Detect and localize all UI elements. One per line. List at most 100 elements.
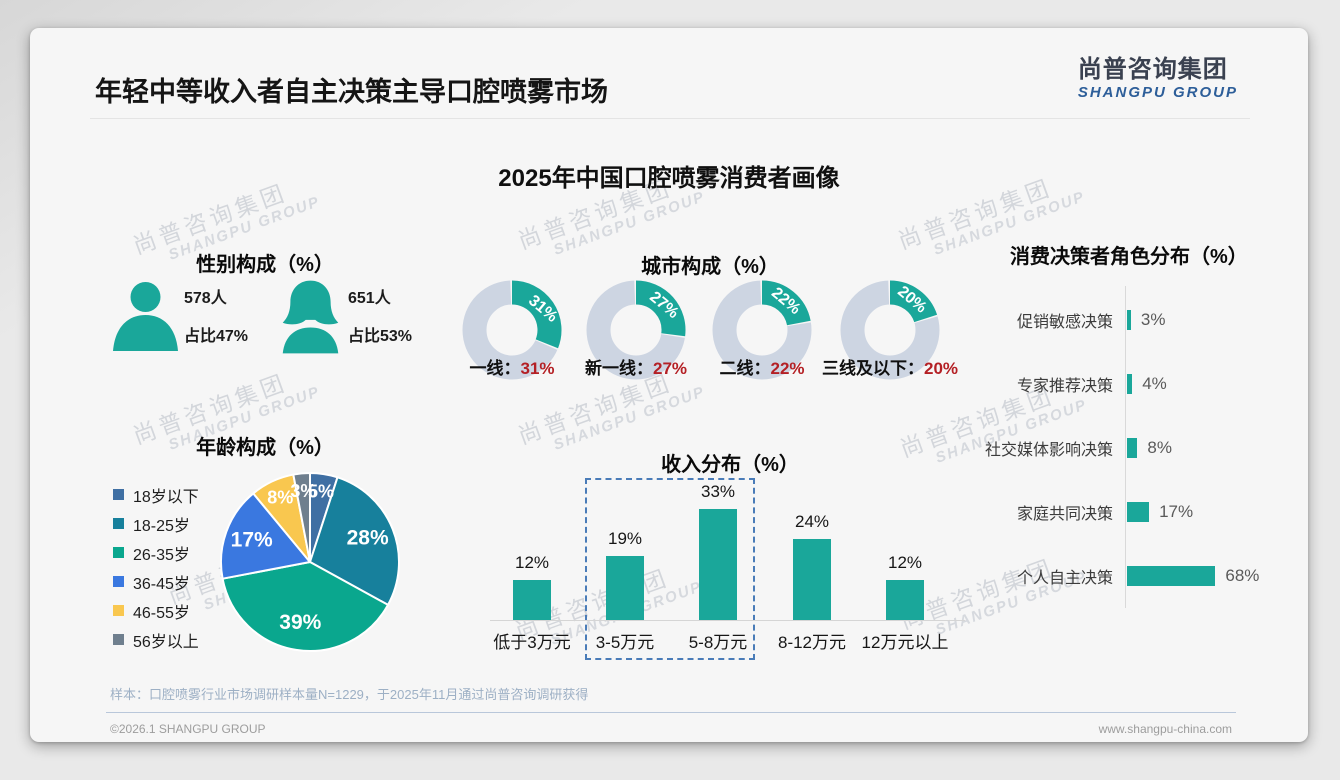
age-legend-item: 46-55岁 <box>113 596 199 625</box>
female-icon <box>277 278 344 354</box>
legend-swatch <box>113 605 124 616</box>
decision-bar-chart: 促销敏感决策 3% 专家推荐决策 4% 社交媒体影响决策 8% 家庭共同决策 17% 个人自主决… <box>890 286 1308 608</box>
age-pie-label: 17% <box>231 529 273 552</box>
income-axis-line <box>490 620 965 621</box>
city-donut: 20% 三线及以下：20% <box>820 280 960 380</box>
male-share: 占比47% <box>184 328 249 345</box>
income-bar-chart: 12% 低于3万元 19% 3-5万元 33% 5-8万元 24% 8-12万元 12% 12万元… <box>460 468 1000 703</box>
decision-value: 4% <box>1142 374 1167 393</box>
female-share: 占比53% <box>348 328 413 345</box>
income-bar <box>606 556 644 620</box>
decision-value: 68% <box>1225 566 1260 585</box>
decision-rows: 促销敏感决策 3% 专家推荐决策 4% 社交媒体影响决策 8% 家庭共同决策 17% 个人自主决… <box>890 288 1308 608</box>
brand-logo-cn: 尚普咨询集团 <box>1077 56 1228 83</box>
age-legend-item: 56岁以上 <box>113 625 199 654</box>
city-donut-label: 新一线：27% <box>584 359 688 378</box>
decision-label: 促销敏感决策 <box>1016 314 1113 331</box>
brand-logo: 尚普咨询集团 SHANGPU GROUP <box>1078 56 1238 101</box>
male-icon <box>108 281 183 351</box>
decision-row: 社交媒体影响决策 8% <box>890 416 1308 480</box>
age-pie-label: 39% <box>279 611 321 634</box>
income-bar <box>699 509 737 620</box>
legend-swatch <box>113 489 124 500</box>
income-category-label: 5-8万元 <box>688 633 748 652</box>
legend-swatch <box>113 634 124 645</box>
income-value-label: 24% <box>794 512 830 532</box>
income-value-label: 33% <box>700 482 736 502</box>
age-pie-chart: 5% 28% 39% 17% 8%3% <box>220 472 400 652</box>
decision-row: 家庭共同决策 17% <box>890 480 1308 544</box>
female-count: 651人 <box>348 290 391 307</box>
male-stats: 578人 占比47% <box>184 284 248 346</box>
decision-value: 17% <box>1159 502 1194 521</box>
age-pie-slice <box>309 476 400 606</box>
decision-label: 家庭共同决策 <box>1016 506 1113 523</box>
page-title: 年轻中等收入者自主决策主导口腔喷雾市场 <box>95 77 608 107</box>
age-legend-item: 18-25岁 <box>113 509 199 538</box>
female-stats: 651人 占比53% <box>348 284 412 346</box>
income-category-label: 3-5万元 <box>595 633 655 652</box>
income-category-label: 12万元以上 <box>861 633 949 652</box>
decision-bar <box>1127 374 1133 394</box>
city-donut: 31% 一线：31% <box>442 280 582 380</box>
age-pie-slice <box>221 561 389 652</box>
legend-swatch <box>113 547 124 558</box>
income-highlight-box <box>585 478 755 660</box>
city-section-title: 城市构成（%） <box>641 256 779 278</box>
city-donut-label: 三线及以下：20% <box>821 359 959 378</box>
legend-label: 46-55岁 <box>133 604 190 622</box>
footer-website: www.shangpu-china.com <box>1098 722 1232 736</box>
income-value-label: 12% <box>514 552 550 572</box>
slide-card: 尚普咨询集团 SHANGPU GROUP 尚普咨询集团 SHANGPU GROUP 尚普… <box>30 28 1308 742</box>
decision-bar <box>1127 310 1131 330</box>
city-donut-label: 一线：31% <box>469 359 555 378</box>
decision-value: 3% <box>1140 310 1166 329</box>
income-section-title: 收入分布（%） <box>661 454 799 476</box>
age-pie-slice <box>292 472 311 563</box>
chart-main-title: 2025年中国口腔喷雾消费者画像 <box>498 165 840 192</box>
decision-bar <box>1127 438 1138 458</box>
decision-row: 促销敏感决策 3% <box>890 288 1308 352</box>
legend-label: 18岁以下 <box>133 488 199 506</box>
footer-divider <box>106 712 1236 713</box>
legend-label: 26-35岁 <box>133 546 190 564</box>
income-value-label: 19% <box>607 529 643 549</box>
header-divider <box>90 118 1250 119</box>
age-pie-label: 3% <box>290 481 316 501</box>
brand-logo-en: SHANGPU GROUP <box>1077 83 1238 101</box>
male-count: 578人 <box>184 290 227 307</box>
age-legend: 18岁以下 18-25岁 26-35岁 36-45岁 46-55岁 56岁以上 <box>113 480 199 654</box>
sample-footnote: 样本：口腔喷雾行业市场调研样本量N=1229，于2025年11月通过尚普咨询调研… <box>110 687 589 702</box>
age-pie-slice <box>220 492 311 580</box>
decision-row: 专家推荐决策 4% <box>890 352 1308 416</box>
footer-copyright: ©2026.1 SHANGPU GROUP <box>110 722 266 736</box>
city-donut-label: 二线：22% <box>719 359 805 378</box>
decision-label: 个人自主决策 <box>1016 570 1113 587</box>
gender-section-title: 性别构成（%） <box>196 254 334 276</box>
income-bar <box>886 579 924 620</box>
age-legend-item: 36-45岁 <box>113 567 199 596</box>
income-category-label: 低于3万元 <box>493 633 571 652</box>
age-pie-label: 28% <box>347 527 389 550</box>
legend-swatch <box>113 518 124 529</box>
income-category-label: 8-12万元 <box>777 633 847 652</box>
legend-label: 18-25岁 <box>133 517 190 535</box>
income-bar <box>513 579 551 620</box>
decision-axis-line <box>1125 286 1126 608</box>
income-bar <box>793 539 831 620</box>
age-pie-label: 5% <box>308 482 334 502</box>
decision-bar <box>1127 566 1216 586</box>
city-donut: 22% 二线：22% <box>692 280 832 380</box>
age-section-title: 年龄构成（%） <box>196 437 334 459</box>
age-legend-item: 18岁以下 <box>113 480 199 509</box>
age-legend-item: 26-35岁 <box>113 538 199 567</box>
city-donut: 27% 新一线：27% <box>566 280 706 380</box>
age-pie-label: 8% <box>267 487 293 507</box>
legend-label: 36-45岁 <box>133 575 190 593</box>
decision-row: 个人自主决策 68% <box>890 544 1308 608</box>
legend-label: 56岁以上 <box>133 633 199 651</box>
income-value-label: 12% <box>887 552 923 572</box>
legend-swatch <box>113 576 124 587</box>
decision-value: 8% <box>1147 438 1172 457</box>
